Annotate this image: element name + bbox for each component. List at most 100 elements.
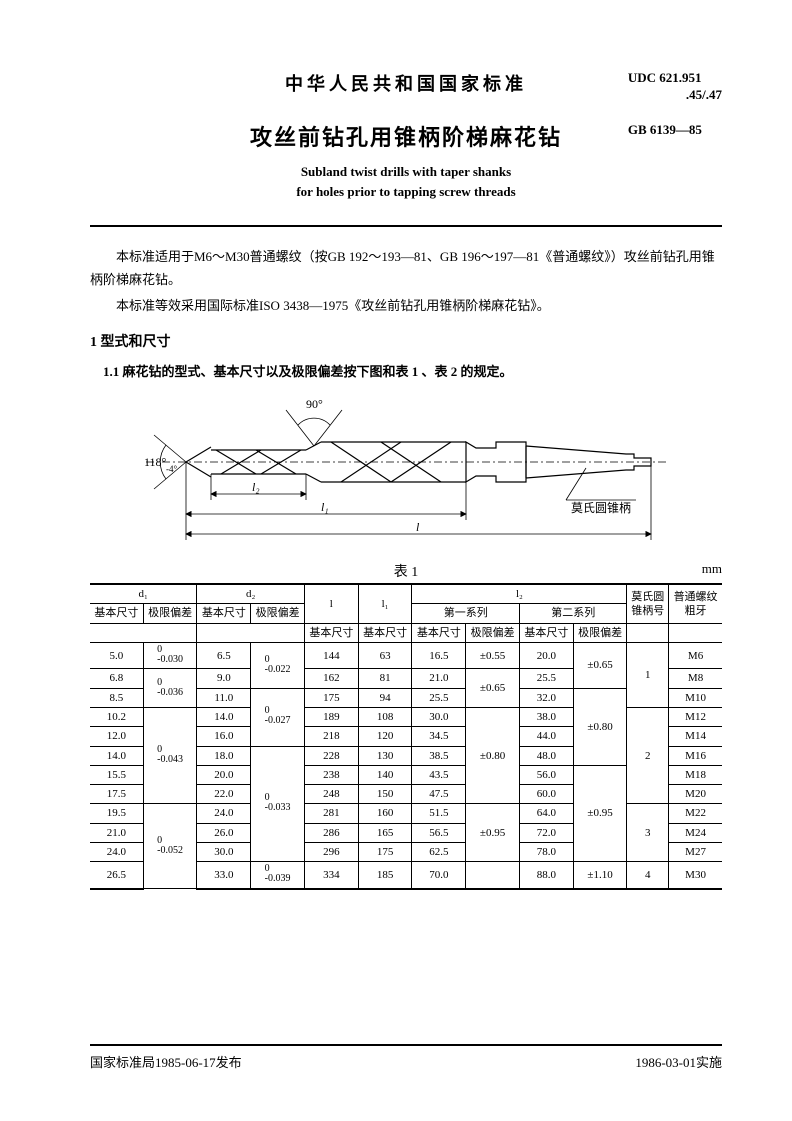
th-d1-basic: 基本尺寸	[90, 604, 143, 623]
tol-cell: 0-0.039	[251, 862, 305, 889]
cell: 38.5	[412, 746, 466, 765]
cell: 72.0	[519, 823, 573, 842]
cell: M16	[669, 746, 722, 765]
cell: 38.0	[519, 707, 573, 726]
cell: 6.8	[90, 669, 143, 688]
cell: 56.0	[519, 765, 573, 784]
cell: 21.0	[412, 669, 466, 688]
cell: M10	[669, 688, 722, 707]
udc-code: UDC 621.951 .45/.47	[628, 70, 722, 104]
merged-cell: 2	[627, 707, 669, 803]
cell: 8.5	[90, 688, 143, 707]
th-thread: 普通螺纹粗牙	[669, 584, 722, 623]
cell: 5.0	[90, 643, 143, 669]
cell: 15.5	[90, 765, 143, 784]
cell: 81	[358, 669, 412, 688]
cell: M12	[669, 707, 722, 726]
footer-right: 1986-03-01实施	[635, 1052, 722, 1071]
cell: 11.0	[197, 688, 251, 707]
cell: 286	[304, 823, 358, 842]
th-s2: 第二系列	[519, 604, 627, 623]
udc-l1: UDC 621.951	[628, 70, 702, 85]
merged-cell: ±0.55	[466, 643, 520, 669]
cell: M24	[669, 823, 722, 842]
th-s1-tol: 极限偏差	[466, 623, 520, 642]
cell: M6	[669, 643, 722, 669]
section-1: 1 型式和尺寸	[90, 331, 722, 351]
th-morse: 莫氏圆锥柄号	[627, 584, 669, 623]
cell: 88.0	[519, 862, 573, 889]
cell: 20.0	[197, 765, 251, 784]
th-l1: l₁	[358, 584, 412, 623]
eng-l2: for holes prior to tapping screw threads	[296, 184, 515, 199]
cell: 14.0	[197, 707, 251, 726]
cell: 189	[304, 707, 358, 726]
section-1-1: 1.1 麻花钻的型式、基本尺寸以及极限偏差按下图和表 1 、表 2 的规定。	[103, 361, 722, 380]
callout-morse: 莫氏圆锥柄	[571, 501, 631, 515]
cell: 238	[304, 765, 358, 784]
merged-cell: ±0.65	[573, 643, 627, 689]
cell: 175	[358, 843, 412, 862]
cell: 175	[304, 688, 358, 707]
merged-cell: 4	[627, 862, 669, 889]
footer-left: 国家标准局1985-06-17发布	[90, 1052, 242, 1071]
cell: 162	[304, 669, 358, 688]
merged-cell: ±0.95	[466, 804, 520, 862]
cell: 165	[358, 823, 412, 842]
th-l2: l₂	[412, 584, 627, 604]
cell: 14.0	[90, 746, 143, 765]
tol-cell: 0-0.022	[251, 643, 305, 689]
cell: M27	[669, 843, 722, 862]
dim-l: l	[416, 520, 420, 534]
cell: 43.5	[412, 765, 466, 784]
tol-cell: 0-0.030	[143, 643, 197, 669]
cell: 34.5	[412, 727, 466, 746]
cell: 334	[304, 862, 358, 889]
cell: 24.0	[197, 804, 251, 823]
cell: 140	[358, 765, 412, 784]
dim-l1: l₁	[321, 500, 329, 514]
tol-cell: 0-0.027	[251, 688, 305, 746]
cell: M14	[669, 727, 722, 746]
tol-cell: 0-0.033	[251, 746, 305, 862]
cell: 16.0	[197, 727, 251, 746]
merged-cell: 1	[627, 643, 669, 708]
cell: 33.0	[197, 862, 251, 889]
th-s2-tol: 极限偏差	[573, 623, 627, 642]
cell: 26.5	[90, 862, 143, 889]
th-s1: 第一系列	[412, 604, 520, 623]
cell: 150	[358, 785, 412, 804]
th-d2: d₂	[197, 584, 305, 604]
cell: 9.0	[197, 669, 251, 688]
cell: 144	[304, 643, 358, 669]
th-l1-basic: 基本尺寸	[358, 623, 412, 642]
cell: 21.0	[90, 823, 143, 842]
footer: 国家标准局1985-06-17发布 1986-03-01实施	[90, 1044, 722, 1071]
cell: 70.0	[412, 862, 466, 889]
table-caption-row: 表 1 mm	[90, 561, 722, 581]
cell: 17.5	[90, 785, 143, 804]
th-l: l	[304, 584, 358, 623]
drill-diagram: 118° -4° 90° l₂ l₁ l 莫氏圆锥柄	[90, 392, 722, 557]
angle-118: 118°	[144, 455, 167, 469]
th-l-basic: 基本尺寸	[304, 623, 358, 642]
table-caption: 表 1	[90, 561, 722, 581]
cell: 60.0	[519, 785, 573, 804]
cell: 120	[358, 727, 412, 746]
cell: 16.5	[412, 643, 466, 669]
cell: 30.0	[412, 707, 466, 726]
cell: 108	[358, 707, 412, 726]
tol-cell: 0-0.036	[143, 669, 197, 708]
cell: 48.0	[519, 746, 573, 765]
cell: 296	[304, 843, 358, 862]
cell: 160	[358, 804, 412, 823]
cell: 32.0	[519, 688, 573, 707]
th-s1-basic: 基本尺寸	[412, 623, 466, 642]
cell: M8	[669, 669, 722, 688]
dim-l2: l₂	[252, 480, 260, 494]
header: 中华人民共和国国家标准 UDC 621.951 .45/.47 GB 6139—…	[90, 70, 722, 201]
cell: M22	[669, 804, 722, 823]
merged-cell: ±0.80	[466, 707, 520, 803]
cell: 26.0	[197, 823, 251, 842]
merged-cell: 3	[627, 804, 669, 862]
